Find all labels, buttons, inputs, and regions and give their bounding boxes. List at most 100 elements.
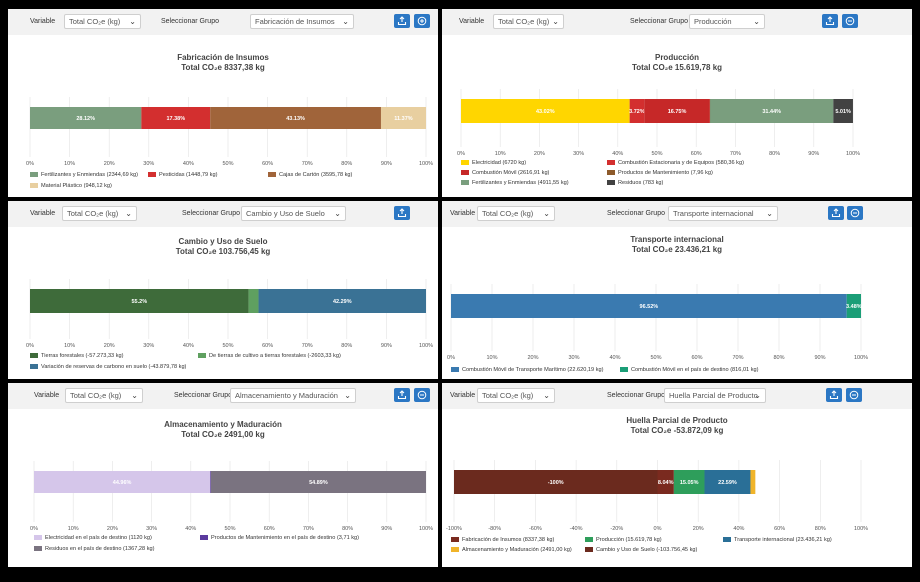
bar-segment[interactable] — [30, 107, 142, 129]
tick-label: 70% — [730, 151, 741, 157]
legend-item[interactable]: Residuos en el país de destino (1367,28 … — [34, 546, 154, 552]
legend-item[interactable]: Productos de Mantenimiento (7,96 kg) — [607, 170, 713, 176]
variable-select[interactable]: Total CO₂e (kg) ⌄ — [64, 14, 141, 29]
legend-item[interactable]: Electricidad (6720 kg) — [461, 160, 526, 166]
bar-segment[interactable] — [210, 471, 426, 493]
remove-panel-button[interactable] — [842, 14, 858, 28]
legend-item[interactable]: Pesticidas (1448,79 kg) — [148, 172, 217, 178]
legend-swatch — [34, 535, 42, 541]
bar-segment[interactable] — [451, 294, 847, 318]
bar-segment[interactable] — [380, 107, 426, 129]
legend-item[interactable]: Combustión Móvil en el país de destino (… — [620, 367, 759, 373]
group-select-value: Almacenamiento y Maduración — [235, 391, 338, 400]
legend-item[interactable]: Electricidad en el país de destino (1120… — [34, 535, 152, 541]
bar-segment[interactable] — [750, 470, 756, 494]
group-select[interactable]: Cambio y Uso de Suelo ⌄ — [241, 206, 346, 221]
bar-segment[interactable] — [454, 470, 658, 494]
tick-label: 60% — [691, 151, 702, 157]
bar-segment[interactable] — [644, 99, 710, 123]
legend-label: De tierras de cultivo a tierras forestal… — [209, 353, 341, 359]
bar-segment[interactable] — [30, 289, 249, 313]
bar-segment[interactable] — [629, 99, 645, 123]
export-button[interactable] — [826, 388, 842, 402]
remove-panel-button[interactable] — [847, 206, 863, 220]
legend-item[interactable]: Cambio y Uso de Suelo (-103.756,45 kg) — [585, 547, 697, 553]
group-select[interactable]: Producción ⌄ — [689, 14, 765, 29]
chevron-down-icon: ⌄ — [543, 209, 550, 218]
export-button[interactable] — [394, 206, 410, 220]
bar-segment[interactable] — [709, 99, 711, 123]
legend-item[interactable]: Combustión Estacionaria y de Equipos (58… — [607, 160, 744, 166]
bar-segment[interactable] — [248, 289, 259, 313]
tick-label: 90% — [808, 151, 819, 157]
legend-label: Almacenamiento y Maduración (2491,00 kg) — [462, 547, 572, 553]
data-label: 17.38% — [166, 116, 185, 122]
group-select-value: Cambio y Uso de Suelo — [246, 209, 325, 218]
legend-item[interactable]: Cajas de Cartón (3595,78 kg) — [268, 172, 352, 178]
remove-panel-button[interactable] — [846, 388, 862, 402]
variable-select[interactable]: Total CO₂e (kg) ⌄ — [65, 388, 143, 403]
bar-segment[interactable] — [657, 470, 674, 494]
chart-title: Huella Parcial de Producto — [626, 416, 728, 425]
data-label: 28.12% — [76, 116, 95, 122]
variable-select-value: Total CO₂e (kg) — [69, 17, 121, 26]
chart-title: Fabricación de Insumos — [177, 53, 269, 62]
variable-select-value: Total CO₂e (kg) — [482, 209, 534, 218]
bar-segment[interactable] — [34, 471, 211, 493]
legend-item[interactable]: Variación de reservas de carbono en suel… — [30, 364, 186, 370]
bar-segment[interactable] — [673, 470, 705, 494]
legend-item[interactable]: Fertilizantes y Enmiendas (4911,55 kg) — [461, 180, 569, 186]
bar-segment[interactable] — [846, 294, 861, 318]
bar-segment[interactable] — [461, 99, 630, 123]
add-panel-button[interactable] — [414, 14, 430, 28]
legend-item[interactable]: Fabricación de Insumos (8337,38 kg) — [451, 537, 554, 543]
bar-segment[interactable] — [833, 99, 853, 123]
group-select[interactable]: Transporte internacional ⌄ — [668, 206, 778, 221]
variable-select[interactable]: Total CO₂e (kg) ⌄ — [477, 206, 555, 221]
bar-segment[interactable] — [210, 107, 381, 129]
variable-select[interactable]: Total CO₂e (kg) ⌄ — [477, 388, 555, 403]
variable-select[interactable]: Total CO₂e (kg) ⌄ — [493, 14, 564, 29]
legend-swatch — [461, 180, 469, 186]
bar-segment[interactable] — [710, 99, 834, 123]
data-label: 43.13% — [286, 116, 305, 122]
tick-label: -100% — [446, 526, 462, 532]
legend-item[interactable]: Tierras forestales (-57.273,33 kg) — [30, 353, 124, 359]
bar-segment[interactable] — [258, 289, 426, 313]
legend-item[interactable]: Material Plástico (948,12 kg) — [30, 183, 112, 189]
legend-item[interactable]: De tierras de cultivo a tierras forestal… — [198, 353, 341, 359]
legend-item[interactable]: Residuos (783 kg) — [607, 180, 663, 186]
export-button[interactable] — [394, 388, 410, 402]
chart-subtitle: Total CO₂e 23.436,21 kg — [631, 245, 723, 254]
data-label: 5.01% — [835, 109, 851, 115]
panel-toolbar: Variable Total CO₂e (kg) ⌄ Seleccionar Grup… — [442, 9, 912, 35]
legend-item[interactable]: Transporte internacional (23.436,21 kg) — [723, 537, 832, 543]
legend-item[interactable]: Combustión Móvil (2616,91 kg) — [461, 170, 549, 176]
data-label: 31.44% — [762, 109, 781, 115]
legend-item[interactable]: Fertilizantes y Enmiendas (2344,69 kg) — [30, 172, 138, 178]
bar-segment[interactable] — [210, 471, 212, 493]
tick-label: 20% — [527, 355, 538, 361]
tick-label: 40% — [183, 161, 194, 167]
export-button[interactable] — [822, 14, 838, 28]
legend-item[interactable]: Producción (15.619,78 kg) — [585, 537, 662, 543]
tick-label: 60% — [691, 355, 702, 361]
remove-panel-button[interactable] — [414, 388, 430, 402]
data-label: -100% — [548, 480, 564, 486]
legend-label: Tierras forestales (-57.273,33 kg) — [41, 353, 124, 359]
panel-transporte: Variable Total CO₂e (kg) ⌄ Seleccionar Grup… — [442, 201, 912, 379]
export-button[interactable] — [394, 14, 410, 28]
group-label: Seleccionar Grupo — [174, 392, 232, 399]
legend-swatch — [461, 170, 469, 176]
legend-item[interactable]: Almacenamiento y Maduración (2491,00 kg) — [451, 547, 572, 553]
bar-segment[interactable] — [704, 470, 751, 494]
variable-select[interactable]: Total CO₂e (kg) ⌄ — [62, 206, 137, 221]
group-select[interactable]: Huella Parcial de Producto ⌄ — [664, 388, 766, 403]
legend-item[interactable]: Productos de Mantenimiento en el país de… — [200, 535, 359, 541]
group-select[interactable]: Almacenamiento y Maduración ⌄ — [230, 388, 356, 403]
legend-item[interactable]: Combustión Móvil de Transporte Marítimo … — [451, 367, 603, 373]
bar-segment[interactable] — [141, 107, 211, 129]
legend-label: Fabricación de Insumos (8337,38 kg) — [462, 537, 555, 543]
group-select[interactable]: Fabricación de Insumos ⌄ — [250, 14, 354, 29]
export-button[interactable] — [828, 206, 844, 220]
